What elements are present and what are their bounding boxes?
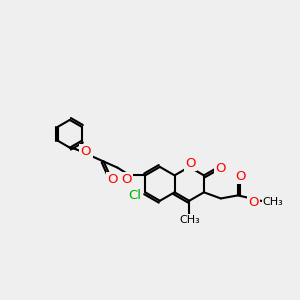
Text: O: O (235, 169, 245, 183)
Text: O: O (122, 173, 132, 187)
Text: CH₃: CH₃ (263, 196, 284, 206)
Text: O: O (248, 196, 259, 209)
Text: Cl: Cl (128, 189, 141, 202)
Text: CH₃: CH₃ (179, 215, 200, 225)
Text: O: O (81, 145, 91, 158)
Text: O: O (108, 173, 118, 187)
Text: O: O (185, 157, 196, 169)
Text: O: O (215, 162, 226, 175)
